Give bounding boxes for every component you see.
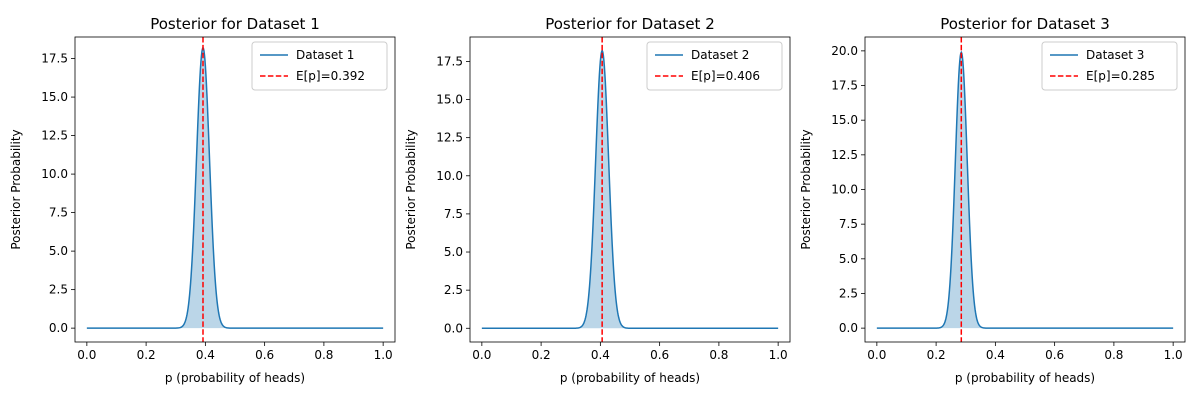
y-axis-label: Posterior Probability: [9, 129, 23, 249]
legend-label-dataset: Dataset 1: [296, 48, 354, 62]
y-tick-label: 7.5: [444, 207, 463, 221]
x-tick-label: 0.4: [986, 348, 1005, 362]
y-tick-label: 2.5: [839, 286, 858, 300]
posterior-fill-area: [481, 50, 779, 329]
legend-label-dataset: Dataset 2: [691, 48, 749, 62]
legend-label-dataset: Dataset 3: [1086, 48, 1144, 62]
chart-title: Posterior for Dataset 2: [545, 15, 715, 33]
x-tick-label: 0.0: [472, 348, 491, 362]
y-tick-label: 12.5: [436, 131, 463, 145]
axes-frame: [469, 36, 791, 343]
chart-title: Posterior for Dataset 1: [150, 15, 320, 33]
x-tick-label: 0.4: [196, 348, 215, 362]
chart-panel-2: 0.0 0.2 0.4 0.6 0.8 1.0 0.0 2.5 5.0 7.5 10.0 12.5 15…: [404, 15, 791, 385]
y-tick-label: 17.5: [436, 54, 463, 68]
y-tick-label: 0.0: [49, 321, 68, 335]
axes-frame: [74, 36, 396, 343]
chart-panel-3: 0.0 0.2 0.4 0.6 0.8 1.0 0.0 2.5 5.0 7.5 10.0 12.5 15…: [799, 15, 1186, 385]
y-tick-label: 7.5: [839, 217, 858, 231]
x-tick-label: 0.6: [650, 348, 669, 362]
y-tick-label: 17.5: [831, 79, 858, 93]
legend: Dataset 3 E[p]=0.285: [1041, 41, 1178, 91]
y-tick-label: 5.0: [444, 245, 463, 259]
chart-title: Posterior for Dataset 3: [940, 15, 1110, 33]
plot-area: [86, 37, 384, 342]
legend-box: [251, 41, 388, 91]
y-tick-label: 5.0: [839, 252, 858, 266]
posterior-line-dataset-3: [876, 50, 1174, 329]
x-tick-label: 1.0: [1164, 348, 1183, 362]
x-axis-label: p (probability of heads): [955, 371, 1095, 385]
y-tick-label: 7.5: [49, 206, 68, 220]
x-tick-label: 0.2: [137, 348, 156, 362]
y-tick-label: 15.0: [436, 93, 463, 107]
x-tick-label: 0.4: [591, 348, 610, 362]
x-axis-label: p (probability of heads): [165, 371, 305, 385]
posterior-fill-area: [876, 52, 1174, 329]
y-tick-label: 2.5: [49, 283, 68, 297]
y-tick-label: 10.0: [831, 183, 858, 197]
x-tick-label: 1.0: [374, 348, 393, 362]
y-tick-label: 17.5: [41, 52, 68, 66]
y-axis-label: Posterior Probability: [799, 129, 813, 249]
x-tick-label: 0.2: [927, 348, 946, 362]
legend-box: [646, 41, 783, 91]
posterior-line-dataset-2: [481, 49, 779, 330]
plot-area: [481, 37, 779, 342]
legend: Dataset 1 E[p]=0.392: [251, 41, 388, 91]
x-tick-label: 0.0: [77, 348, 96, 362]
y-tick-label: 10.0: [436, 169, 463, 183]
y-tick-label: 12.5: [41, 129, 68, 143]
legend-label-mean: E[p]=0.406: [691, 69, 760, 83]
y-tick-label: 20.0: [831, 44, 858, 58]
y-tick-label: 15.0: [831, 113, 858, 127]
x-tick-label: 0.2: [532, 348, 551, 362]
y-tick-label: 2.5: [444, 283, 463, 297]
legend-label-mean: E[p]=0.285: [1086, 69, 1155, 83]
y-tick-label: 0.0: [444, 321, 463, 335]
x-tick-label: 1.0: [769, 348, 788, 362]
x-tick-label: 0.0: [867, 348, 886, 362]
legend: Dataset 2 E[p]=0.406: [646, 41, 783, 91]
x-axis-label: p (probability of heads): [560, 371, 700, 385]
plot-area: [876, 37, 1174, 342]
legend-label-mean: E[p]=0.392: [296, 69, 365, 83]
x-tick-label: 0.6: [255, 348, 274, 362]
y-tick-label: 15.0: [41, 90, 68, 104]
posterior-line-dataset-1: [86, 46, 384, 329]
y-tick-label: 10.0: [41, 167, 68, 181]
legend-box: [1041, 41, 1178, 91]
y-tick-label: 0.0: [839, 321, 858, 335]
y-tick-label: 12.5: [831, 148, 858, 162]
x-tick-label: 0.6: [1045, 348, 1064, 362]
x-tick-label: 0.8: [709, 348, 728, 362]
y-axis-label: Posterior Probability: [404, 129, 418, 249]
x-tick-label: 0.8: [1104, 348, 1123, 362]
y-tick-label: 5.0: [49, 244, 68, 258]
x-tick-label: 0.8: [314, 348, 333, 362]
chart-panel-1: 0.0 0.2 0.4 0.6 0.8 1.0 0.0 2.5 5.0 7.5 10.0 12.5 15…: [9, 15, 396, 385]
